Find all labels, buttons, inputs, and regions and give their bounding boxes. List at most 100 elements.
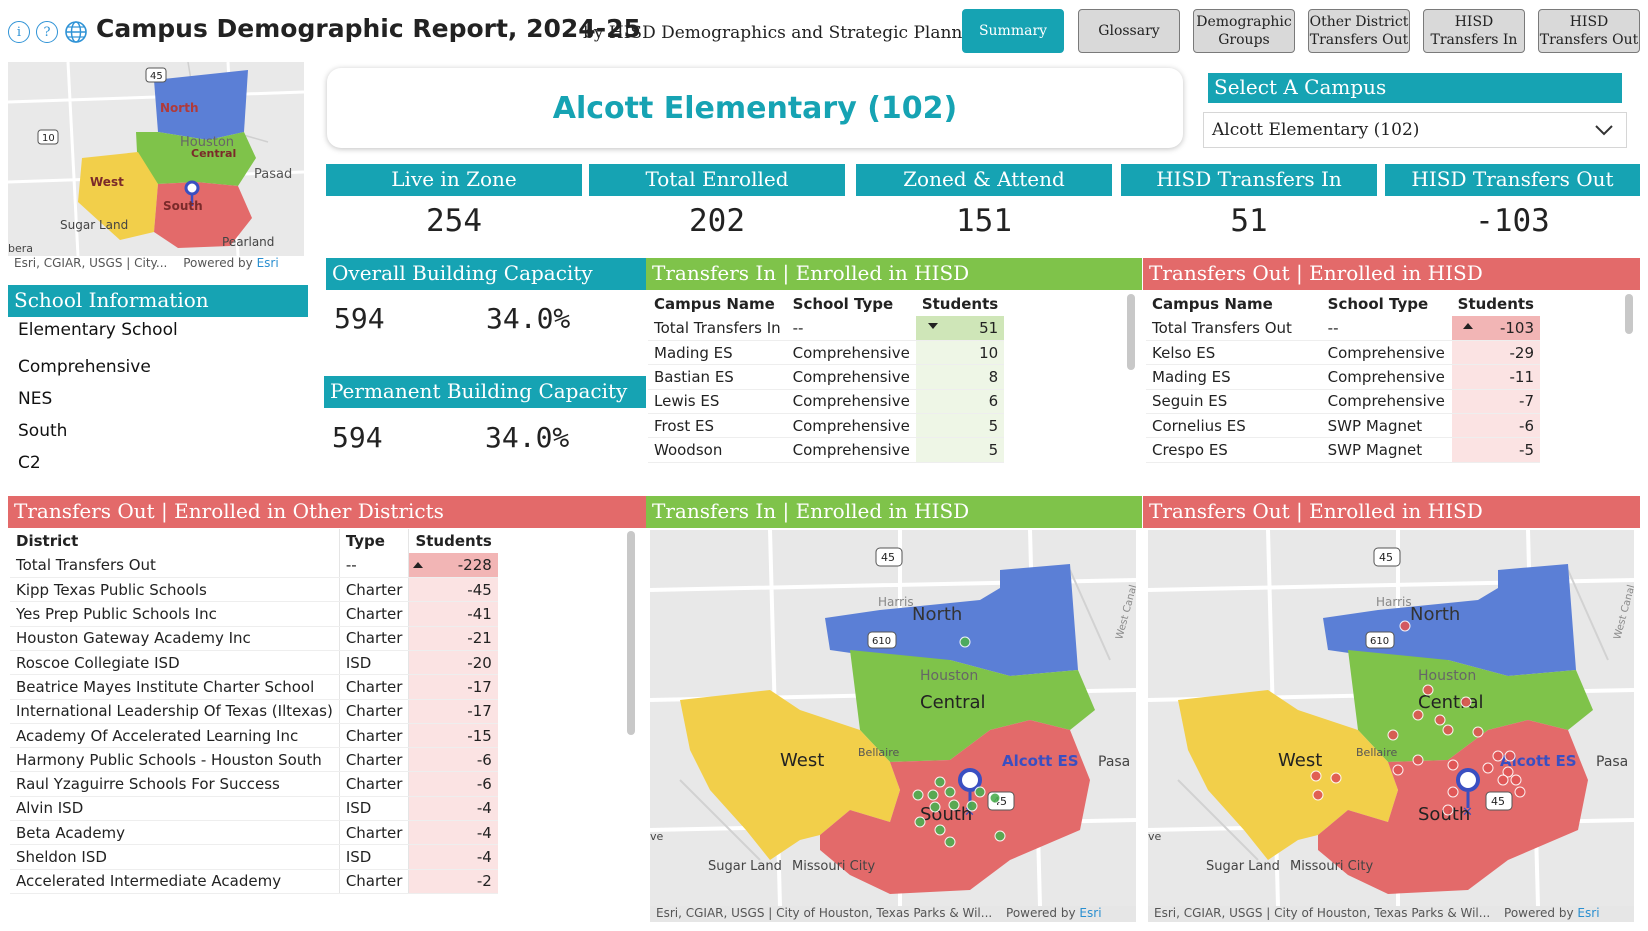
transfer-location-marker[interactable] <box>1422 684 1434 696</box>
map-in-heading: Transfers In | Enrolled in HISD <box>646 496 1142 528</box>
transfer-location-marker[interactable] <box>929 801 941 813</box>
transfers-out-table-container[interactable]: Campus Name School Type Students Total T… <box>1146 292 1630 488</box>
transfer-location-marker[interactable] <box>966 800 978 812</box>
nav-summary-button[interactable]: Summary <box>962 9 1064 53</box>
table-total-row[interactable]: Total Transfers Out -- -228 <box>10 553 498 579</box>
transfer-location-marker[interactable] <box>1310 770 1322 782</box>
transfer-location-marker[interactable] <box>927 789 939 801</box>
transfer-location-marker[interactable] <box>944 836 956 848</box>
mini-map-esri-link[interactable]: Esri <box>256 256 279 270</box>
transfer-location-marker[interactable] <box>1442 804 1454 816</box>
transfer-location-marker[interactable] <box>1497 774 1509 786</box>
info-icon[interactable]: i <box>8 21 30 43</box>
nav-other-district-transfers-out-button[interactable]: Other District Transfers Out <box>1308 9 1410 53</box>
col-campus-name[interactable]: Campus Name <box>654 295 775 314</box>
transfer-location-marker[interactable] <box>1312 789 1324 801</box>
transfer-location-marker[interactable] <box>989 792 1001 804</box>
transfer-location-marker[interactable] <box>994 830 1006 842</box>
transfer-location-marker[interactable] <box>1412 709 1424 721</box>
transfer-location-marker[interactable] <box>1399 620 1411 632</box>
transfer-location-marker[interactable] <box>1492 750 1504 762</box>
campus-select-dropdown[interactable]: Alcott Elementary (102) <box>1203 112 1627 148</box>
students-cell: -20 <box>408 650 498 676</box>
transfer-location-marker[interactable] <box>944 786 956 798</box>
other-districts-scrollbar[interactable] <box>627 531 635 735</box>
transfer-location-marker[interactable] <box>1392 764 1404 776</box>
table-row[interactable]: Lewis ES Comprehensive 6 <box>648 389 1005 414</box>
nav-glossary-button[interactable]: Glossary <box>1078 9 1180 53</box>
table-row[interactable]: Roscoe Collegiate ISD ISD -20 <box>10 650 498 676</box>
col-district[interactable]: District <box>10 529 340 554</box>
transfer-location-marker[interactable] <box>914 816 926 828</box>
nav-demographic-groups-button[interactable]: Demographic Groups <box>1193 9 1295 53</box>
col-students[interactable]: Students <box>415 532 492 551</box>
transfer-location-marker[interactable] <box>1510 774 1522 786</box>
transfer-location-marker[interactable] <box>934 824 946 836</box>
table-row[interactable]: Frost ES Comprehensive 5 <box>648 413 1005 439</box>
transfers-in-table-container[interactable]: Campus Name School Type Students Total T… <box>648 292 1132 488</box>
transfer-location-marker[interactable] <box>934 776 946 788</box>
table-row[interactable]: Mading ES Comprehensive -11 <box>1146 364 1540 390</box>
transfer-location-marker[interactable] <box>1482 762 1494 774</box>
transfer-location-marker[interactable] <box>1504 750 1516 762</box>
help-icon[interactable]: ? <box>36 21 58 43</box>
table-row[interactable]: Raul Yzaguirre Schools For Success Charte… <box>10 771 498 797</box>
table-row[interactable]: Bastian ES Comprehensive 8 <box>648 364 1005 390</box>
col-school-type[interactable]: School Type <box>792 295 894 314</box>
transfer-location-marker[interactable] <box>1442 724 1454 736</box>
transfer-location-marker[interactable] <box>948 799 960 811</box>
globe-icon[interactable] <box>64 20 88 44</box>
transfers-out-map[interactable]: ✕ North Houston Central West South Harri… <box>1148 530 1634 922</box>
map-in-esri-link[interactable]: Esri <box>1079 906 1102 920</box>
table-total-row[interactable]: Total Transfers In -- 51 <box>648 316 1005 342</box>
chevron-down-icon[interactable] <box>1594 122 1614 141</box>
transfer-location-marker[interactable] <box>974 786 986 798</box>
campus-location-pin-icon[interactable] <box>1456 768 1480 792</box>
transfers-in-scrollbar[interactable] <box>1127 294 1135 370</box>
table-row[interactable]: International Leadership Of Texas (Iltex… <box>10 699 498 724</box>
table-row[interactable]: Sheldon ISD ISD -4 <box>10 844 498 870</box>
col-students[interactable]: Students <box>921 295 999 314</box>
transfer-location-marker[interactable] <box>1460 696 1472 708</box>
table-row[interactable]: Crespo ES SWP Magnet -5 <box>1146 437 1540 463</box>
transfer-location-marker[interactable] <box>959 636 971 648</box>
transfer-location-marker[interactable] <box>1330 772 1342 784</box>
map-out-esri-link[interactable]: Esri <box>1577 906 1600 920</box>
table-row[interactable]: Accelerated Intermediate Academy Charter -… <box>10 869 498 894</box>
col-type[interactable]: Type <box>339 529 410 554</box>
transfer-location-marker[interactable] <box>1502 766 1514 778</box>
table-row[interactable]: Kelso ES Comprehensive -29 <box>1146 340 1540 366</box>
nav-hisd-transfers-out-button[interactable]: HISD Transfers Out <box>1538 9 1640 53</box>
table-row[interactable]: Alvin ISD ISD -4 <box>10 796 498 822</box>
table-row[interactable]: Cornelius ES SWP Magnet -6 <box>1146 413 1540 439</box>
transfer-location-marker[interactable] <box>1434 714 1446 726</box>
col-students[interactable]: Students <box>1457 295 1534 314</box>
transfer-location-marker[interactable] <box>1472 726 1484 738</box>
transfers-out-scrollbar[interactable] <box>1625 294 1633 334</box>
table-row[interactable]: Woodson Comprehensive 5 <box>648 437 1005 463</box>
transfer-location-marker[interactable] <box>1387 729 1399 741</box>
transfers-in-map[interactable]: ✕ North Houston Central West South Harri… <box>650 530 1136 922</box>
table-row[interactable]: Mading ES Comprehensive 10 <box>648 340 1005 366</box>
table-row[interactable]: Houston Gateway Academy Inc Charter -21 <box>10 626 498 651</box>
transfer-location-marker[interactable] <box>912 789 924 801</box>
other-districts-table-container[interactable]: District Type Students Total Transfers O… <box>10 529 634 923</box>
transfer-location-marker[interactable] <box>1412 754 1424 766</box>
mini-map[interactable]: North Houston Central West South Pasad S… <box>8 62 304 256</box>
col-school-type[interactable]: School Type <box>1327 295 1429 314</box>
transfer-location-marker[interactable] <box>1447 786 1459 798</box>
transfer-location-marker[interactable] <box>1514 786 1526 798</box>
col-campus-name[interactable]: Campus Name <box>1152 295 1273 314</box>
table-row[interactable]: Harmony Public Schools - Houston South Ch… <box>10 747 498 773</box>
table-row[interactable]: Seguin ES Comprehensive -7 <box>1146 389 1540 414</box>
type-cell: Comprehensive <box>786 413 916 439</box>
nav-hisd-transfers-in-button[interactable]: HISD Transfers In <box>1423 9 1525 53</box>
campus-location-pin-icon[interactable] <box>958 768 982 792</box>
transfer-location-marker[interactable] <box>1447 759 1459 771</box>
table-row[interactable]: Beatrice Mayes Institute Charter School C… <box>10 674 498 700</box>
table-total-row[interactable]: Total Transfers Out -- -103 <box>1146 316 1540 342</box>
table-row[interactable]: Yes Prep Public Schools Inc Charter -41 <box>10 601 498 627</box>
table-row[interactable]: Beta Academy Charter -4 <box>10 820 498 846</box>
table-row[interactable]: Academy Of Accelerated Learning Inc Chart… <box>10 723 498 749</box>
table-row[interactable]: Kipp Texas Public Schools Charter -45 <box>10 577 498 603</box>
